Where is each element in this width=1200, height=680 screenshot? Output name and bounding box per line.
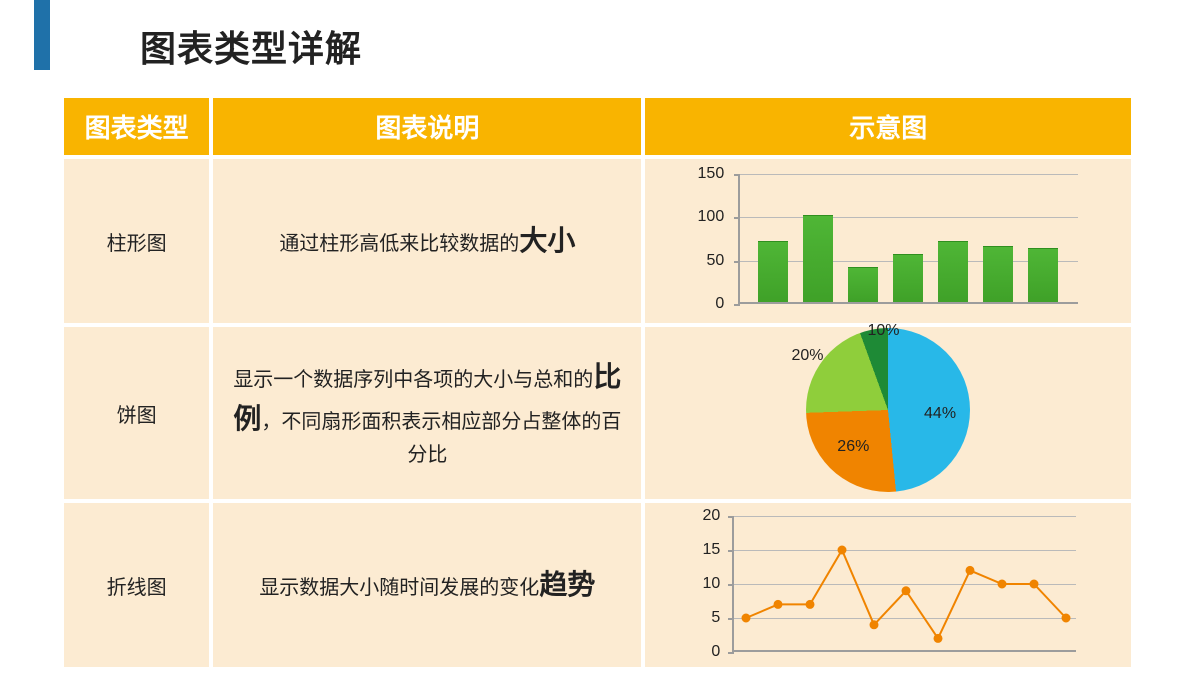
row-name: 柱形图 <box>62 157 211 325</box>
row-demo-line: 0 5 10 15 20 <box>643 501 1133 669</box>
desc-post: ，不同扇形面积表示相应部分占整体的百分比 <box>261 411 621 466</box>
bar <box>938 241 968 302</box>
desc-pre: 显示一个数据序列中各项的大小与总和的 <box>233 369 593 391</box>
line-marker <box>774 600 782 608</box>
line-marker <box>1062 614 1070 622</box>
axis-tick-label: 100 <box>698 208 725 226</box>
col-header-type: 图表类型 <box>62 98 211 157</box>
row-desc: 显示一个数据序列中各项的大小与总和的比例，不同扇形面积表示相应部分占整体的百分比 <box>211 325 643 501</box>
line-marker <box>902 587 910 595</box>
line-marker <box>1030 580 1038 588</box>
bar <box>893 254 923 302</box>
pie-chart: 44%26%20%10% <box>788 328 988 498</box>
axis-tick-label: 15 <box>702 541 720 559</box>
line-marker <box>742 614 750 622</box>
col-header-demo: 示意图 <box>643 98 1133 157</box>
desc-emph: 趋势 <box>539 569 595 600</box>
row-demo-pie: 44% 26% 20% 10% <box>643 325 1133 501</box>
col-header-desc: 图表说明 <box>211 98 643 157</box>
row-desc: 显示数据大小随时间发展的变化趋势 <box>211 501 643 669</box>
row-name: 折线图 <box>62 501 211 669</box>
table-row-line: 折线图 显示数据大小随时间发展的变化趋势 0 5 10 15 20 <box>62 501 1133 669</box>
axis-tick-label: 10 <box>702 575 720 593</box>
line-chart: 05101520 <box>678 512 1098 662</box>
axis-tick-label: 0 <box>711 643 720 661</box>
pie-slice-label: 20% <box>791 347 823 365</box>
pie-slice-label: 26% <box>837 438 869 456</box>
line-marker <box>806 600 814 608</box>
bar <box>758 241 788 302</box>
line-marker <box>870 621 878 629</box>
axis-tick-label: 20 <box>702 507 720 525</box>
line-marker <box>934 634 942 642</box>
line-marker <box>966 566 974 574</box>
accent-bar <box>34 0 50 70</box>
bar <box>848 267 878 302</box>
line-marker <box>998 580 1006 588</box>
desc-pre: 通过柱形高低来比较数据的 <box>279 233 519 255</box>
table-row-bar: 柱形图 通过柱形高低来比较数据的大小 0 50 100 150 <box>62 157 1133 325</box>
page-title: 图表类型详解 <box>140 20 362 72</box>
bar <box>803 215 833 302</box>
axis-tick-label: 5 <box>711 609 720 627</box>
chart-types-table: 图表类型 图表说明 示意图 柱形图 通过柱形高低来比较数据的大小 0501001… <box>60 98 1135 671</box>
pie-slice-label: 10% <box>868 322 900 340</box>
accent-bar-gap <box>50 0 56 70</box>
pie-slice-label: 44% <box>924 405 956 423</box>
desc-pre: 显示数据大小随时间发展的变化 <box>259 577 539 599</box>
line-svg <box>732 516 1076 652</box>
axis-tick-label: 0 <box>715 295 724 313</box>
row-desc: 通过柱形高低来比较数据的大小 <box>211 157 643 325</box>
row-demo-bar: 0 50 100 150 <box>643 157 1133 325</box>
axis-tick-label: 150 <box>698 165 725 183</box>
bar <box>983 246 1013 302</box>
bar <box>1028 248 1058 302</box>
bar-chart: 0 50 100 150 <box>678 166 1098 316</box>
table-row-pie: 饼图 显示一个数据序列中各项的大小与总和的比例，不同扇形面积表示相应部分占整体的… <box>62 325 1133 501</box>
line-marker <box>838 546 846 554</box>
desc-emph: 大小 <box>519 225 575 256</box>
axis-tick-label: 50 <box>706 252 724 270</box>
row-name: 饼图 <box>62 325 211 501</box>
